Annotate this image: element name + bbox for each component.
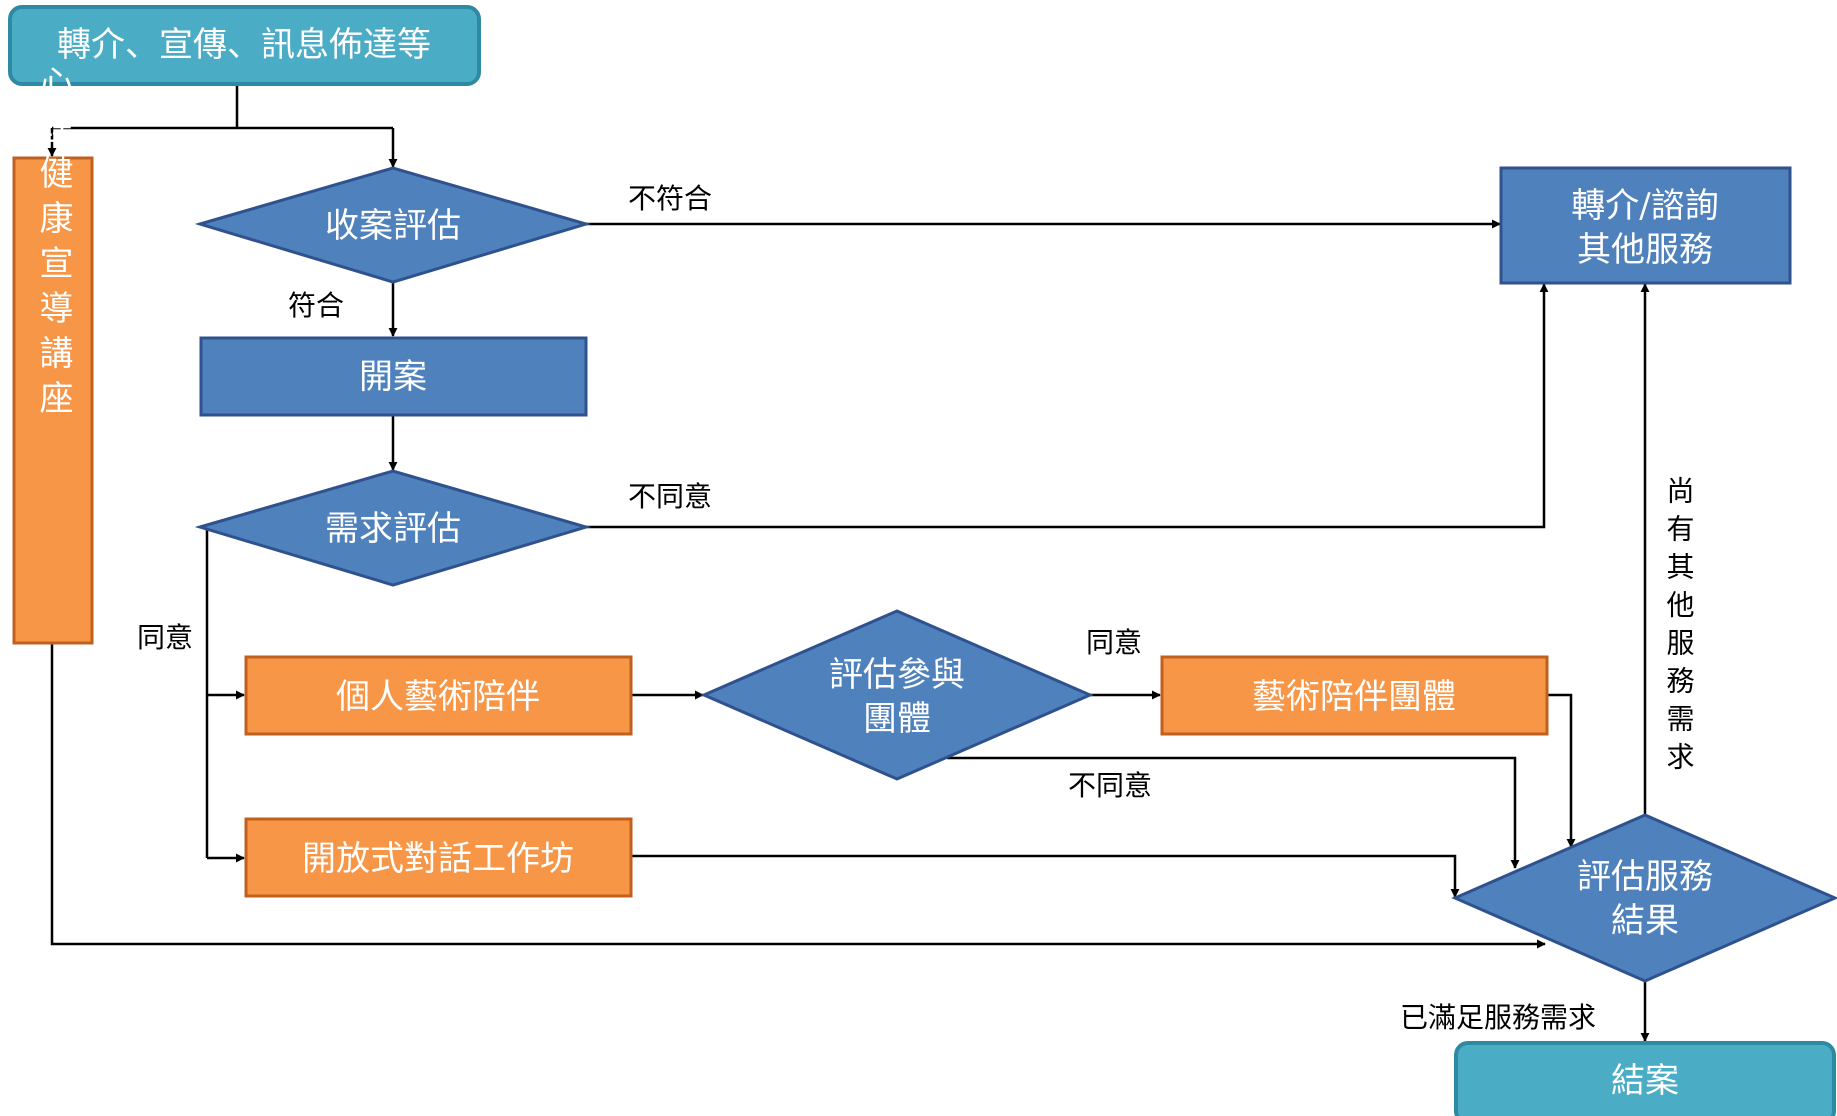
node-intake-assessment: 收案評估 <box>194 166 592 284</box>
node-assess-group-label-1: 評估參與 <box>829 655 965 695</box>
node-needs-assessment: 需求評估 <box>194 469 592 587</box>
node-referral-promo: 轉介、宣傳、訊息佈達等 <box>8 5 481 86</box>
edge-assess-to-evaluate <box>947 756 1520 869</box>
node-mental-health-talk: 心理健康宣導講座 <box>12 65 94 645</box>
node-evaluate-results-label-1: 評估服務 <box>1577 857 1713 897</box>
edge-start-branch <box>52 84 393 130</box>
edge-group-to-evaluate <box>1547 693 1576 848</box>
label-needs-met: 已滿足服務需求 <box>1400 1001 1596 1034</box>
node-individual-art-label: 個人藝術陪伴 <box>336 677 540 717</box>
node-open-dialogue-label: 開放式對話工作坊 <box>302 839 574 879</box>
node-refer-other-label-1: 轉介/諮詢 <box>1571 186 1718 226</box>
label-agree-group: 同意 <box>1086 626 1142 659</box>
node-referral-promo-label: 轉介、宣傳、訊息佈達等 <box>57 25 431 65</box>
node-assess-group: 評估參與 團體 <box>700 609 1094 781</box>
node-assess-group-label-2: 團體 <box>863 699 931 739</box>
node-evaluate-results-label-2: 結果 <box>1611 901 1679 941</box>
node-refer-other-label-2: 其他服務 <box>1577 230 1713 270</box>
node-art-group: 藝術陪伴團體 <box>1160 655 1549 736</box>
node-open-case-label: 開案 <box>359 357 427 397</box>
node-close-case: 結案 <box>1454 1041 1836 1116</box>
node-close-case-label: 結案 <box>1611 1061 1679 1101</box>
label-not-eligible: 不符合 <box>628 182 712 215</box>
node-individual-art: 個人藝術陪伴 <box>244 655 633 736</box>
node-open-dialogue: 開放式對話工作坊 <box>244 817 633 898</box>
node-open-case: 開案 <box>199 336 588 417</box>
edge-needs-branch <box>204 525 209 858</box>
label-disagree-needs: 不同意 <box>628 480 712 513</box>
edge-dialogue-to-evaluate <box>631 854 1460 898</box>
edge-talk-to-evaluate <box>50 643 1546 949</box>
node-evaluate-results: 評估服務 結果 <box>1451 813 1837 983</box>
node-mental-health-talk-label: 心理健康宣導講座 <box>33 65 73 425</box>
label-disagree-group: 不同意 <box>1068 769 1152 802</box>
label-agree-needs: 同意 <box>137 621 193 654</box>
node-art-group-label: 藝術陪伴團體 <box>1252 677 1456 717</box>
node-intake-assessment-label: 收案評估 <box>325 206 461 246</box>
label-other-needs: 尚有其他服務需求 <box>1663 476 1696 780</box>
node-refer-other: 轉介/諮詢 其他服務 <box>1499 166 1792 285</box>
label-eligible: 符合 <box>288 289 344 322</box>
node-needs-assessment-label: 需求評估 <box>325 509 461 549</box>
connectors <box>47 84 1650 1042</box>
edge-needs-to-refer <box>586 283 1549 529</box>
